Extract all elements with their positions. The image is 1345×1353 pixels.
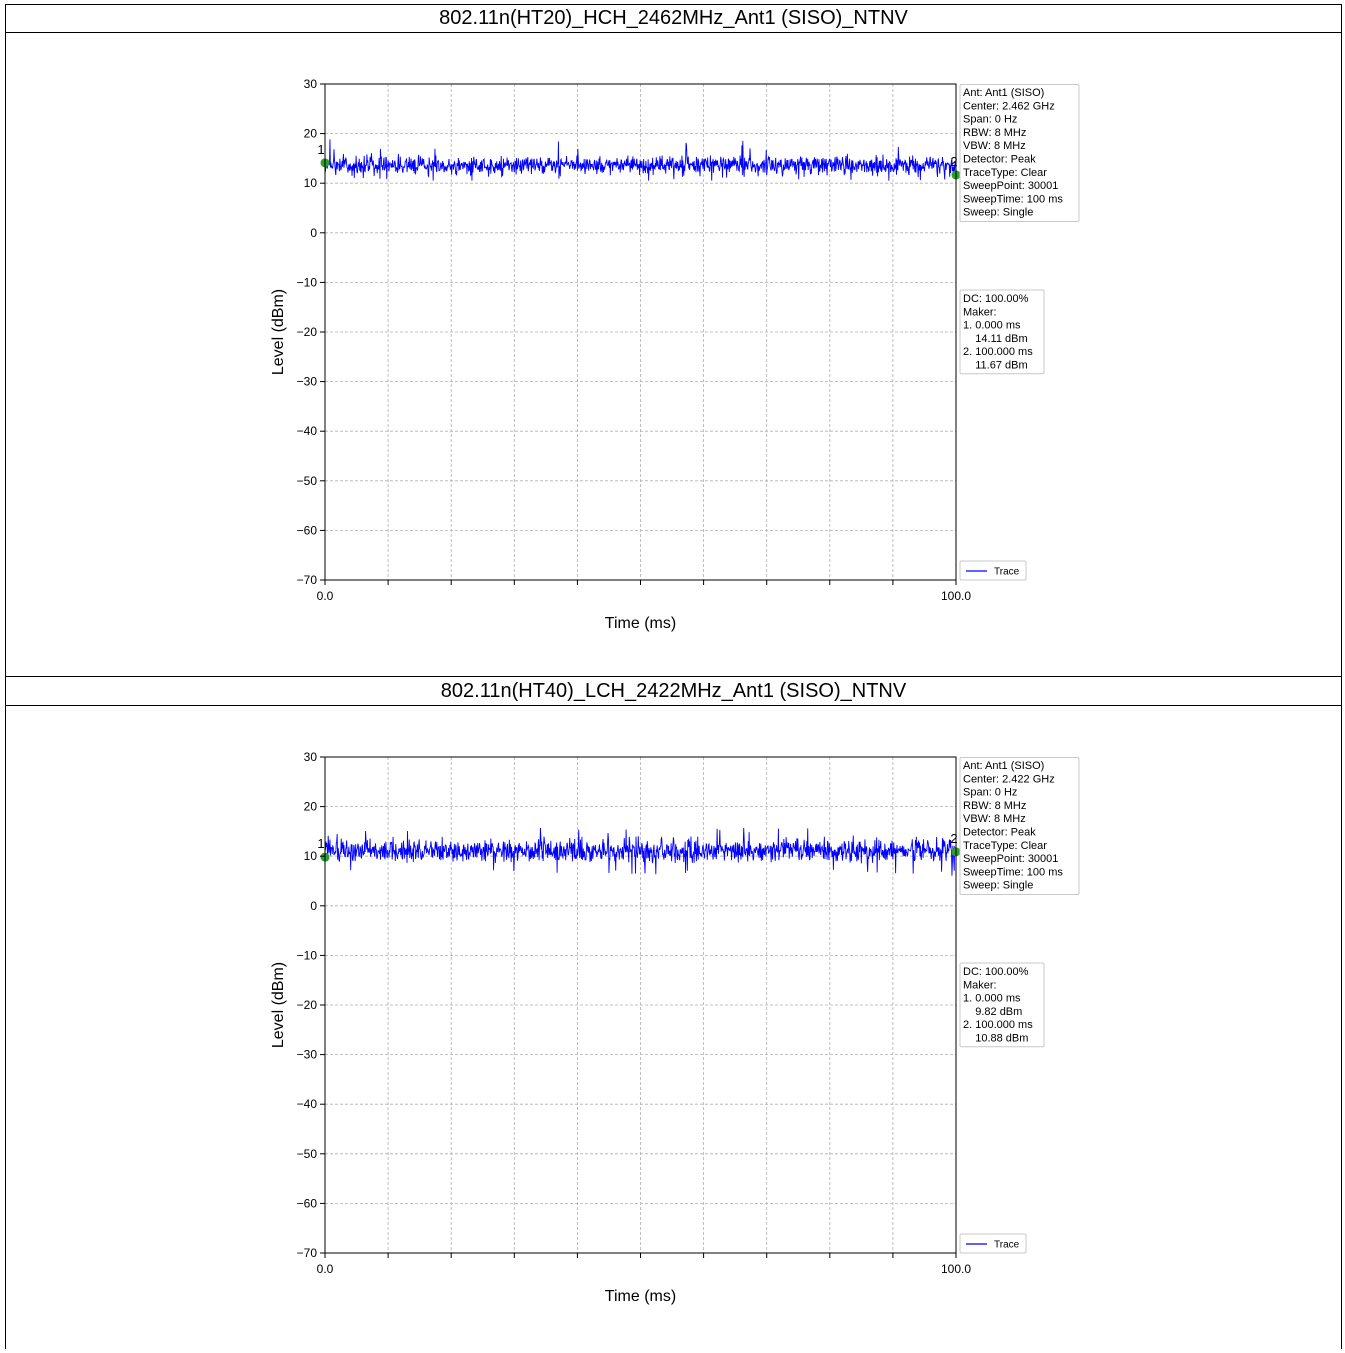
info-line: Detector: Peak (963, 154, 1036, 166)
info-line: Ant: Ant1 (SISO) (963, 760, 1044, 772)
y-tick-label: 10 (304, 849, 318, 863)
y-tick-label: −30 (297, 375, 318, 389)
info-line: Sweep: Single (963, 207, 1033, 219)
marker-info-line: 10.88 dBm (963, 1033, 1028, 1045)
heading-2-divider (6, 705, 1341, 706)
y-tick-label: −10 (297, 948, 318, 962)
legend-label: Trace (994, 567, 1020, 578)
marker-info-line: DC: 100.00% (963, 293, 1029, 305)
section-divider (6, 676, 1341, 677)
x-tick-label: 0.0 (317, 1262, 334, 1276)
info-line: SweepTime: 100 ms (963, 193, 1063, 205)
y-tick-label: −70 (297, 1246, 318, 1260)
info-line: Span: 0 Hz (963, 114, 1017, 126)
chart-1-heading: 802.11n(HT20)_HCH_2462MHz_Ant1 (SISO)_NT… (439, 7, 908, 29)
y-axis-label: Level (dBm) (270, 962, 287, 1048)
y-tick-label: −50 (297, 474, 318, 488)
x-axis-label: Time (ms) (605, 615, 676, 632)
marker-info-line: 2. 100.000 ms (963, 346, 1033, 358)
marker-1-label: 1 (317, 142, 324, 157)
trace-line (324, 139, 957, 181)
trace-line (324, 827, 957, 876)
y-tick-label: −60 (297, 523, 318, 537)
chart-2: 1 2 30 20 10 0 −10 −20 −30 −40 −50 −60 −70 0.0 100.0 Ti… (270, 750, 1080, 1305)
y-tick-label: −70 (297, 573, 318, 587)
info-line: VBW: 8 MHz (963, 140, 1026, 152)
marker-info-line: 2. 100.000 ms (963, 1019, 1033, 1031)
info-line: Center: 2.462 GHz (963, 100, 1055, 112)
chart-2-heading: 802.11n(HT40)_LCH_2422MHz_Ant1 (SISO)_NT… (440, 680, 907, 702)
y-tick-label: 30 (304, 750, 318, 764)
marker-1-label: 1 (317, 836, 324, 851)
info-line: Span: 0 Hz (963, 787, 1017, 799)
marker-info-line: Maker: (963, 306, 997, 318)
y-tick-label: 20 (304, 800, 318, 814)
info-box (959, 757, 1080, 895)
x-tick-label: 100.0 (941, 589, 971, 603)
y-tick-label: −40 (297, 1097, 318, 1111)
y-tick-label: 20 (304, 127, 318, 141)
info-line: SweepPoint: 30001 (963, 180, 1058, 192)
info-line: TraceType: Clear (963, 840, 1047, 852)
marker-info-line: 11.67 dBm (963, 360, 1028, 372)
y-tick-label: −40 (297, 424, 318, 438)
marker-info-box (959, 962, 1045, 1048)
info-line: RBW: 8 MHz (963, 800, 1026, 812)
info-line: Center: 2.422 GHz (963, 773, 1055, 785)
legend-box (959, 560, 1027, 581)
marker-info-line: 9.82 dBm (963, 1006, 1022, 1018)
marker-2-label: 2 (950, 154, 957, 169)
y-tick-label: −20 (297, 998, 318, 1012)
legend-label: Trace (994, 1240, 1020, 1251)
heading-1-divider (6, 32, 1341, 33)
y-tick-label: −30 (297, 1048, 318, 1062)
info-box (959, 84, 1080, 222)
y-tick-label: 0 (310, 899, 317, 913)
x-axis-label: Time (ms) (605, 1288, 676, 1305)
marker-info-line: 1. 0.000 ms (963, 993, 1021, 1005)
marker-info-line: 14.11 dBm (963, 333, 1028, 345)
y-tick-label: −60 (297, 1196, 318, 1210)
y-tick-label: 10 (304, 176, 318, 190)
y-tick-label: −10 (297, 275, 318, 289)
info-line: Detector: Peak (963, 827, 1036, 839)
marker-info-box (959, 289, 1045, 375)
info-line: Sweep: Single (963, 880, 1033, 892)
x-tick-label: 100.0 (941, 1262, 971, 1276)
marker-info-line: DC: 100.00% (963, 966, 1029, 978)
info-line: TraceType: Clear (963, 167, 1047, 179)
marker-info-line: Maker: (963, 979, 997, 991)
report-frame (5, 4, 1342, 1349)
y-tick-label: 0 (310, 226, 317, 240)
info-line: Ant: Ant1 (SISO) (963, 87, 1044, 99)
info-line: SweepTime: 100 ms (963, 866, 1063, 878)
info-line: RBW: 8 MHz (963, 127, 1026, 139)
y-tick-label: −50 (297, 1147, 318, 1161)
legend-box (959, 1233, 1027, 1254)
chart-1: 1 2 30 20 10 0 −10 −20 −30 −40 −50 −60 −70 0.0 100.0 Ti… (270, 77, 1080, 632)
info-line: VBW: 8 MHz (963, 813, 1026, 825)
y-tick-label: 30 (304, 77, 318, 91)
info-line: SweepPoint: 30001 (963, 853, 1058, 865)
marker-2-label: 2 (950, 831, 957, 846)
y-axis-label: Level (dBm) (270, 289, 287, 375)
y-tick-label: −20 (297, 325, 318, 339)
marker-info-line: 1. 0.000 ms (963, 320, 1021, 332)
x-tick-label: 0.0 (317, 589, 334, 603)
